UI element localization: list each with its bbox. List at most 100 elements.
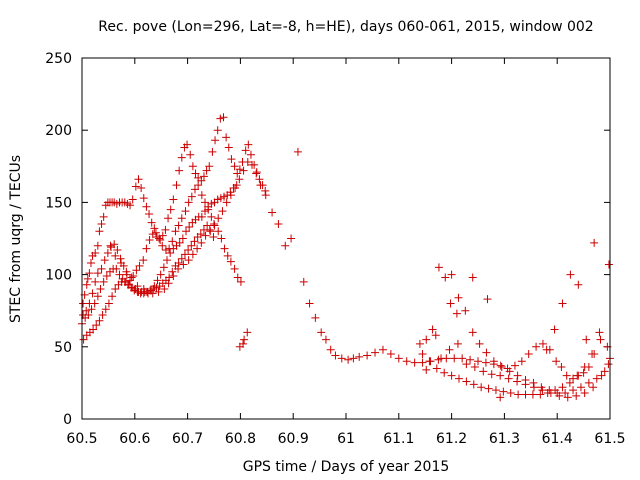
x-tick-label: 60.6 bbox=[119, 431, 150, 447]
data-point bbox=[580, 389, 589, 398]
data-point bbox=[235, 175, 244, 184]
data-point bbox=[131, 182, 140, 191]
data-point bbox=[201, 207, 210, 216]
data-point bbox=[159, 263, 168, 272]
data-point bbox=[252, 169, 261, 178]
data-point bbox=[466, 355, 475, 364]
data-point bbox=[224, 143, 233, 152]
data-point bbox=[103, 248, 112, 257]
data-point bbox=[217, 234, 226, 243]
data-point bbox=[558, 299, 567, 308]
data-point bbox=[188, 250, 197, 259]
data-point bbox=[111, 251, 120, 260]
data-point bbox=[496, 393, 505, 402]
data-point bbox=[561, 389, 570, 398]
data-point bbox=[331, 351, 340, 360]
data-point bbox=[183, 140, 192, 149]
data-point bbox=[246, 150, 255, 159]
data-point bbox=[129, 272, 138, 281]
data-point bbox=[239, 166, 248, 175]
data-point bbox=[132, 266, 141, 275]
data-point bbox=[93, 292, 102, 301]
data-point bbox=[596, 335, 605, 344]
data-point bbox=[240, 335, 249, 344]
data-point bbox=[98, 311, 107, 320]
data-point bbox=[139, 256, 148, 265]
data-point bbox=[95, 227, 104, 236]
data-point bbox=[182, 227, 191, 236]
data-point bbox=[202, 166, 211, 175]
data-point bbox=[190, 185, 199, 194]
data-point bbox=[415, 339, 424, 348]
data-point bbox=[236, 277, 245, 286]
data-point bbox=[261, 186, 270, 195]
data-point bbox=[305, 299, 314, 308]
data-point bbox=[144, 287, 152, 296]
data-point bbox=[179, 260, 188, 269]
data-point bbox=[233, 273, 242, 282]
data-point bbox=[445, 345, 454, 354]
data-point bbox=[205, 225, 214, 234]
x-tick-label: 61.5 bbox=[594, 431, 625, 447]
data-point bbox=[538, 386, 547, 395]
data-point bbox=[145, 209, 154, 218]
data-point bbox=[184, 256, 193, 265]
data-point bbox=[164, 214, 173, 223]
data-point bbox=[555, 391, 564, 400]
data-point bbox=[529, 383, 538, 392]
data-point bbox=[434, 263, 443, 272]
data-point bbox=[226, 257, 235, 266]
data-point bbox=[166, 205, 175, 214]
data-point bbox=[580, 363, 589, 372]
data-point bbox=[100, 256, 109, 265]
data-point bbox=[299, 277, 308, 286]
data-point bbox=[453, 339, 462, 348]
data-point bbox=[90, 299, 99, 308]
data-point bbox=[489, 357, 498, 366]
data-point bbox=[521, 380, 530, 389]
data-point bbox=[130, 286, 139, 295]
data-point bbox=[148, 289, 157, 298]
data-point bbox=[187, 192, 196, 201]
data-point bbox=[171, 227, 180, 236]
data-point bbox=[223, 251, 232, 260]
data-point bbox=[410, 358, 419, 367]
data-point bbox=[589, 383, 598, 392]
data-point bbox=[355, 352, 364, 361]
data-point bbox=[96, 285, 105, 294]
data-point bbox=[155, 234, 164, 243]
data-point bbox=[576, 383, 585, 392]
x-tick-label: 61.2 bbox=[436, 431, 467, 447]
data-point bbox=[214, 214, 223, 223]
data-point bbox=[148, 230, 157, 239]
data-point bbox=[569, 386, 578, 395]
data-point bbox=[281, 241, 290, 250]
data-point bbox=[311, 313, 320, 322]
data-point bbox=[546, 389, 555, 398]
data-point bbox=[514, 390, 523, 399]
data-point bbox=[196, 230, 205, 239]
data-point bbox=[551, 386, 560, 395]
data-point bbox=[600, 367, 609, 376]
data-point bbox=[197, 191, 206, 200]
data-point bbox=[177, 254, 186, 263]
data-point bbox=[89, 325, 98, 334]
data-point bbox=[178, 234, 187, 243]
data-point bbox=[216, 194, 225, 203]
data-point bbox=[431, 331, 440, 340]
data-point bbox=[175, 238, 184, 247]
data-point bbox=[106, 241, 115, 250]
data-point bbox=[220, 192, 229, 201]
data-point bbox=[211, 136, 220, 145]
data-point bbox=[177, 153, 186, 162]
data-point bbox=[482, 348, 491, 357]
data-point bbox=[239, 339, 248, 348]
x-tick-label: 60.9 bbox=[278, 431, 309, 447]
data-point bbox=[174, 221, 183, 230]
y-tick-label: 50 bbox=[54, 340, 72, 356]
x-tick-label: 61.1 bbox=[383, 431, 414, 447]
data-point bbox=[175, 166, 184, 175]
data-point bbox=[458, 354, 467, 363]
data-point bbox=[97, 264, 106, 273]
data-point bbox=[468, 273, 477, 282]
